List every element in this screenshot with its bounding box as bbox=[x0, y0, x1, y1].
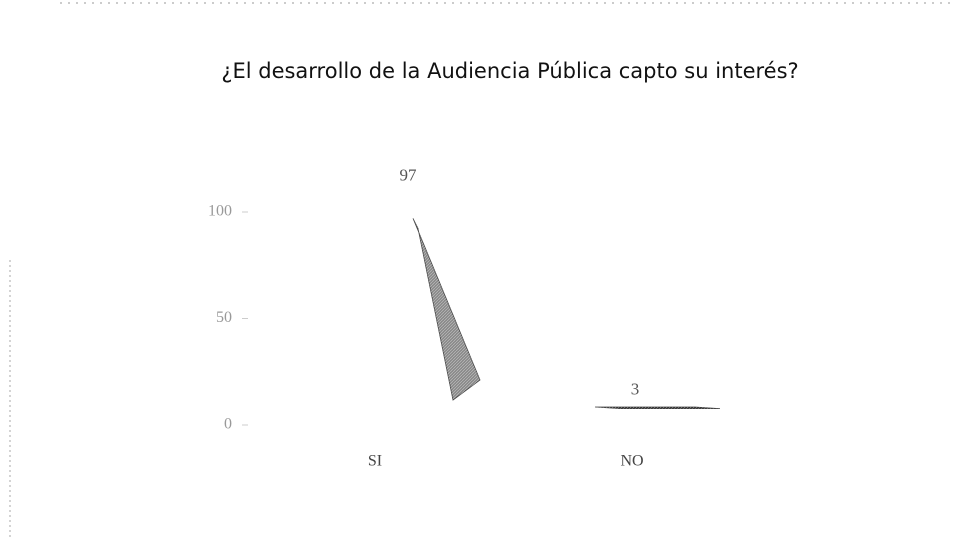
chart-title: ¿El desarrollo de la Audiencia Pública c… bbox=[221, 59, 798, 83]
x-tick-label: NO bbox=[620, 453, 643, 470]
data-label: 3 bbox=[631, 380, 640, 399]
x-tick-label: SI bbox=[368, 453, 382, 470]
data-label: 97 bbox=[400, 165, 418, 184]
bar-texture bbox=[413, 218, 480, 400]
y-tick-label: 100 bbox=[208, 203, 232, 220]
y-tick-label: 50 bbox=[216, 309, 232, 326]
bar-texture bbox=[595, 407, 720, 409]
y-tick-label: 0 bbox=[224, 416, 232, 433]
